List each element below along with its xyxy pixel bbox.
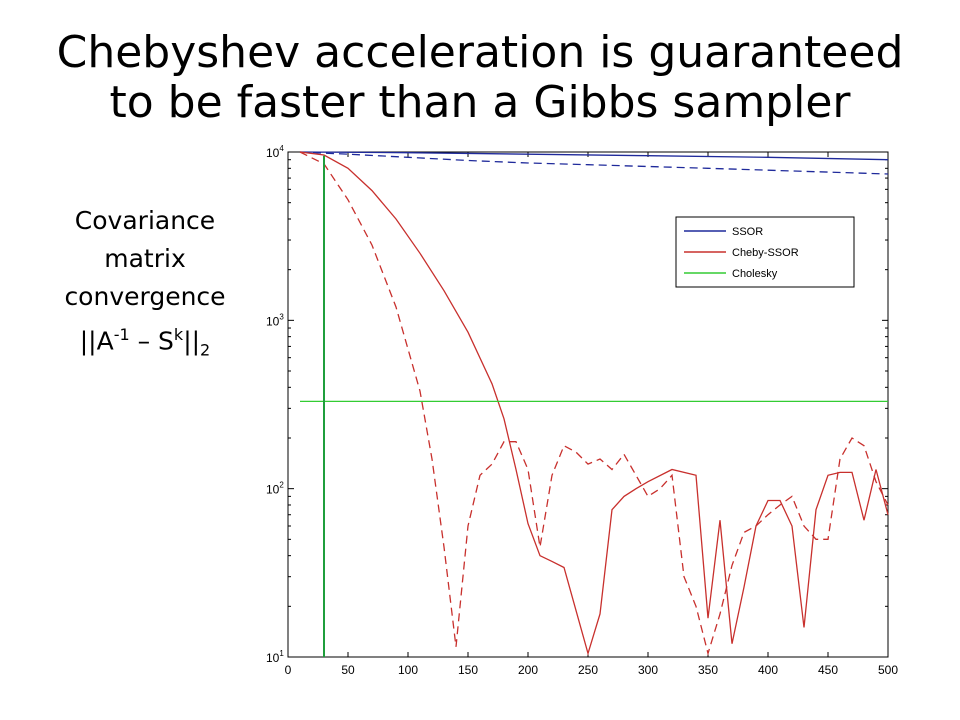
norm-open: ||A — [79, 326, 114, 356]
x-tick-label: 450 — [818, 663, 838, 677]
series-cheby-ssor-solid-line — [299, 151, 889, 656]
y-tick-exponent: 1 — [279, 649, 284, 658]
norm-mid: – S — [129, 326, 174, 356]
series-ssor-solid-line — [299, 151, 889, 161]
y-tick-exponent: 2 — [279, 481, 284, 490]
covariance-label-line-2: matrix — [104, 244, 186, 273]
slide-title-line-1: Chebyshev acceleration is guaranteed — [56, 27, 904, 78]
norm-subscript: 2 — [200, 340, 211, 360]
legend-entry-label: Cholesky — [732, 268, 778, 280]
x-tick-label: 50 — [341, 663, 355, 677]
series-layer — [299, 151, 889, 657]
y-tick-base: 10 — [266, 651, 280, 665]
y-tick-base: 10 — [266, 483, 280, 497]
y-tick-exponent: 4 — [279, 144, 284, 153]
legend-entry-label: Cheby-SSOR — [732, 247, 799, 259]
slide-title: Chebyshev acceleration is guaranteed to … — [20, 28, 940, 128]
y-tick-label: 103 — [266, 312, 284, 328]
legend: SSOR Cheby-SSOR Cholesky — [675, 216, 855, 288]
x-tick-label: 500 — [878, 663, 898, 677]
slide-title-line-2: to be faster than a Gibbs sampler — [109, 77, 851, 128]
legend-entry-label: SSOR — [732, 226, 763, 238]
norm-k-exponent: k — [173, 325, 184, 344]
x-tick-label: 300 — [638, 663, 658, 677]
x-tick-label: 200 — [518, 663, 538, 677]
series-ssor-dashed-line — [299, 151, 889, 175]
y-tick-base: 10 — [266, 146, 280, 160]
y-tick-label: 101 — [266, 649, 284, 665]
y-tick-exponent: 3 — [279, 312, 284, 321]
y-tick-label: 104 — [266, 144, 284, 160]
norm-formula: ||A-1 – Sk||2 — [40, 316, 250, 369]
axis-ticks: 0 50 100 150 200 250 300 350 400 450 5001011021031… — [266, 144, 898, 677]
covariance-label-line-1: Covariance — [74, 206, 216, 235]
covariance-label-line-3: convergence — [64, 282, 226, 311]
norm-close: || — [183, 326, 201, 356]
x-tick-label: 150 — [458, 663, 478, 677]
x-tick-label: 400 — [758, 663, 778, 677]
x-tick-label: 0 — [285, 663, 292, 677]
x-tick-label: 100 — [398, 663, 418, 677]
norm-inverse-exponent: -1 — [113, 325, 130, 344]
y-tick-label: 102 — [266, 481, 284, 497]
y-tick-base: 10 — [266, 314, 280, 328]
series-cheby-ssor-dashed-line — [299, 151, 889, 656]
covariance-label: Covariance matrix convergence ||A-1 – Sk… — [40, 202, 250, 369]
x-tick-label: 250 — [578, 663, 598, 677]
x-tick-label: 350 — [698, 663, 718, 677]
